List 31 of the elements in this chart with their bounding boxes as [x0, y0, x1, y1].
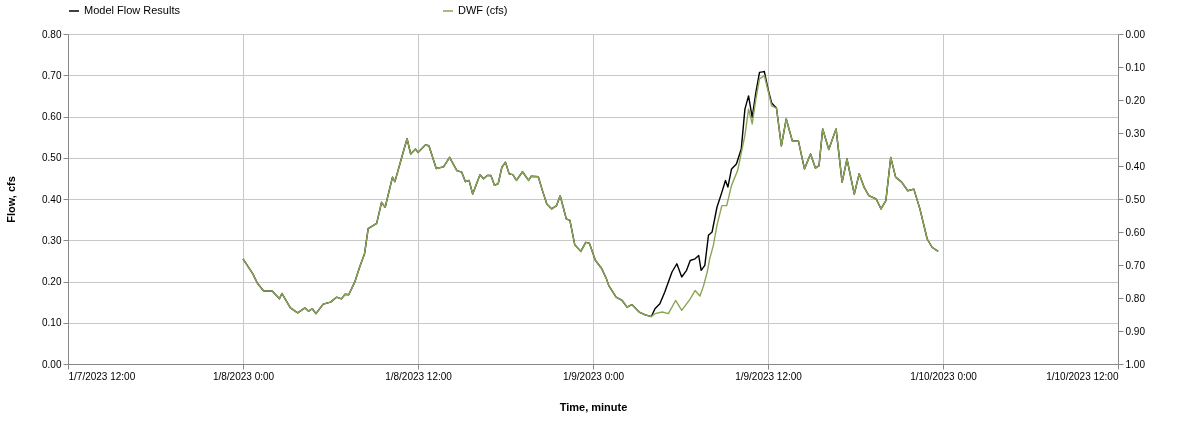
- y2-tick-label: 1.00: [1125, 358, 1146, 370]
- y2-tick-label: 0.10: [1125, 61, 1146, 73]
- x-tick-label: 1/10/2023 0:00: [910, 370, 978, 382]
- x-tick-label: 1/10/2023 12:00: [1046, 370, 1119, 382]
- y2-tick-label: 0.60: [1125, 226, 1146, 238]
- y-tick-label: 0.60: [42, 111, 62, 122]
- legend-label: Model Flow Results: [84, 4, 181, 16]
- y2-tick-label: 0.00: [1125, 28, 1146, 40]
- y-tick-label: 0.00: [42, 358, 62, 370]
- y2-tick-label: 0.40: [1125, 160, 1146, 172]
- x-tick-label: 1/7/2023 12:00: [68, 370, 136, 382]
- legend-label: DWF (cfs): [458, 4, 508, 16]
- y2-tick-label: 0.20: [1125, 94, 1146, 106]
- y-tick-label: 0.50: [42, 152, 62, 164]
- x-tick-label: 1/8/2023 0:00: [212, 370, 275, 382]
- y-tick-label: 0.40: [42, 193, 62, 205]
- y-tick-label: 0.10: [42, 317, 62, 329]
- y-tick-label: 0.70: [42, 69, 62, 81]
- y2-tick-label: 0.50: [1125, 193, 1146, 205]
- y2-tick-label: 0.70: [1125, 259, 1146, 271]
- x-tick-label: 1/9/2023 12:00: [735, 370, 803, 382]
- y-tick-label: 0.30: [42, 234, 62, 246]
- x-tick-label: 1/9/2023 0:00: [562, 370, 625, 382]
- y2-tick-label: 0.90: [1125, 325, 1146, 337]
- x-tick-label: 1/8/2023 12:00: [385, 370, 453, 382]
- x-axis-title: Time, minute: [559, 400, 628, 413]
- y-tick-label: 0.80: [42, 28, 62, 40]
- y2-tick-label: 0.80: [1125, 292, 1146, 304]
- y2-tick-label: 0.30: [1125, 127, 1146, 139]
- y-tick-label: 0.20: [42, 276, 62, 287]
- y-axis-title: Flow, cfs: [5, 176, 18, 223]
